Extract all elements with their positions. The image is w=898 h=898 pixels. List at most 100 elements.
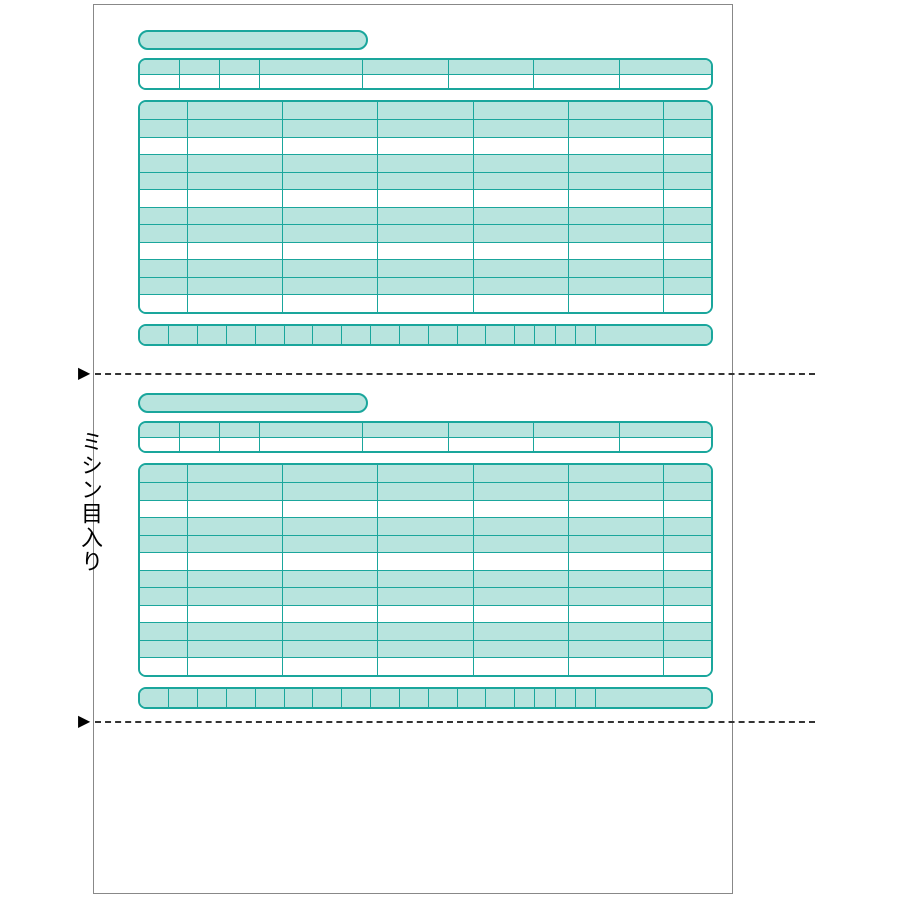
footer-cell <box>371 689 400 707</box>
header-cell <box>220 60 260 74</box>
main-cell <box>663 658 711 676</box>
footer-cell <box>428 689 457 707</box>
main-cell <box>140 102 188 120</box>
main-cell <box>188 242 283 260</box>
main-cell <box>663 605 711 623</box>
main-cell <box>473 605 568 623</box>
main-cell <box>283 640 378 658</box>
main-cell <box>378 155 473 173</box>
main-cell <box>283 190 378 208</box>
main-cell <box>188 207 283 225</box>
main-cell <box>188 640 283 658</box>
footer-table <box>138 324 713 346</box>
main-cell <box>473 483 568 501</box>
main-cell <box>378 658 473 676</box>
perforation-marker: ▶ <box>78 363 90 383</box>
main-cell <box>473 640 568 658</box>
main-cell <box>140 172 188 190</box>
header-cell <box>620 437 711 451</box>
main-cell <box>663 465 711 483</box>
footer-cell <box>371 326 400 344</box>
title-pill <box>138 393 368 413</box>
main-cell <box>568 137 663 155</box>
main-cell <box>568 553 663 571</box>
main-cell <box>378 605 473 623</box>
main-cell <box>378 570 473 588</box>
header-cell <box>534 423 620 437</box>
footer-cell <box>284 326 313 344</box>
header-cell <box>620 423 711 437</box>
header-cell <box>140 74 180 88</box>
main-cell <box>663 483 711 501</box>
main-cell <box>473 570 568 588</box>
main-cell <box>188 295 283 313</box>
main-cell <box>663 295 711 313</box>
main-cell <box>283 658 378 676</box>
main-cell <box>663 172 711 190</box>
main-cell <box>568 295 663 313</box>
main-cell <box>663 535 711 553</box>
footer-cell <box>535 326 555 344</box>
footer-cell <box>140 689 169 707</box>
header-cell <box>140 423 180 437</box>
main-cell <box>568 277 663 295</box>
footer-cell <box>428 326 457 344</box>
footer-cell <box>575 326 595 344</box>
main-cell <box>283 120 378 138</box>
main-cell <box>140 588 188 606</box>
main-cell <box>140 120 188 138</box>
footer-cell <box>596 326 711 344</box>
footer-cell <box>169 689 198 707</box>
footer-cell <box>198 326 227 344</box>
main-cell <box>378 465 473 483</box>
main-cell <box>283 277 378 295</box>
main-cell <box>568 623 663 641</box>
main-cell <box>473 535 568 553</box>
main-cell <box>140 465 188 483</box>
main-cell <box>188 277 283 295</box>
footer-cell <box>596 689 711 707</box>
main-cell <box>663 102 711 120</box>
main-cell <box>378 137 473 155</box>
main-cell <box>283 295 378 313</box>
header-table <box>138 58 713 90</box>
main-cell <box>663 500 711 518</box>
main-cell <box>378 588 473 606</box>
main-cell <box>188 137 283 155</box>
main-cell <box>663 120 711 138</box>
footer-cell <box>226 326 255 344</box>
footer-cell <box>515 689 535 707</box>
main-cell <box>378 225 473 243</box>
main-cell <box>283 172 378 190</box>
main-cell <box>568 605 663 623</box>
main-cell <box>188 260 283 278</box>
footer-cell <box>342 689 371 707</box>
main-cell <box>140 260 188 278</box>
main-cell <box>378 553 473 571</box>
main-cell <box>378 260 473 278</box>
main-cell <box>378 277 473 295</box>
footer-cell <box>255 326 284 344</box>
main-cell <box>378 207 473 225</box>
main-cell <box>473 588 568 606</box>
main-table <box>138 100 713 314</box>
footer-cell <box>575 689 595 707</box>
main-cell <box>663 137 711 155</box>
perforation-label: ミシン目入り <box>74 430 106 574</box>
main-cell <box>473 155 568 173</box>
main-cell <box>140 570 188 588</box>
header-cell <box>363 60 449 74</box>
main-cell <box>283 207 378 225</box>
main-cell <box>283 242 378 260</box>
main-cell <box>140 623 188 641</box>
header-cell <box>620 74 711 88</box>
main-cell <box>568 570 663 588</box>
footer-table <box>138 687 713 709</box>
main-cell <box>283 155 378 173</box>
header-cell <box>180 437 220 451</box>
main-cell <box>663 518 711 536</box>
perforation-marker: ▶ <box>78 711 90 731</box>
main-cell <box>283 588 378 606</box>
footer-cell <box>535 689 555 707</box>
main-cell <box>140 155 188 173</box>
